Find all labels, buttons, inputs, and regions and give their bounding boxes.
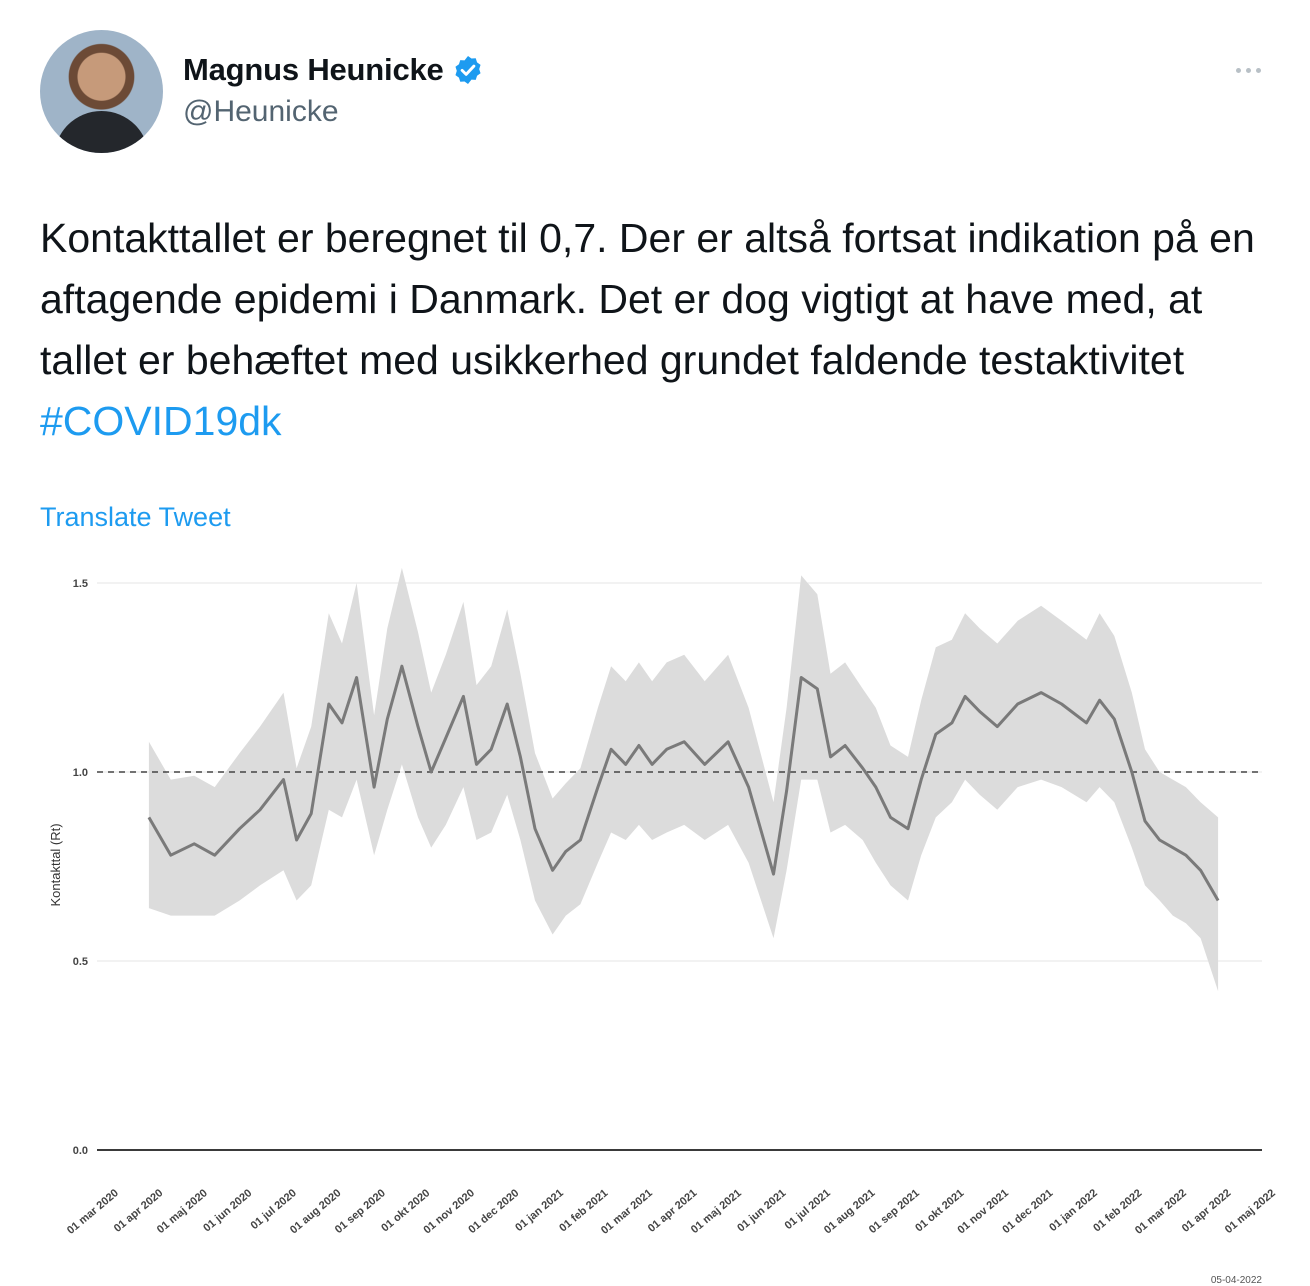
rt-series-line [147,664,1220,902]
translate-tweet-link[interactable]: Translate Tweet [40,502,231,532]
y-tick-label: 1.0 [73,767,88,779]
author-handle[interactable]: @Heunicke [183,95,339,128]
x-tick-label: 01 jun 2021 [735,1187,788,1234]
author-display-name[interactable]: Magnus Heunicke [183,52,444,87]
rt-chart: 0.0 0.5 1.0 1.5 Kontakttal (Rt) 01 mar 2020 01… [48,567,1278,1286]
y-tick-label: 0.5 [73,956,88,968]
y-tick-label: 0.0 [73,1145,88,1157]
confidence-band [148,567,1219,992]
y-axis-label: Kontakttal (Rt) [48,823,63,906]
x-tick-label: 01 mar 2020 [65,1187,121,1237]
y-tick-label: 1.5 [73,578,88,590]
author-name-row: Magnus Heunicke [183,52,484,88]
verified-badge-icon [452,54,484,86]
more-options-icon[interactable] [1236,60,1270,80]
avatar-shirt [54,111,149,153]
x-tick-label: 01 jun 2020 [201,1187,254,1234]
hashtag-link[interactable]: #COVID19dk [40,398,282,444]
avatar[interactable] [40,30,163,153]
footnote-date: 05-04-2022 [1211,1275,1263,1286]
tweet-body: Kontakttallet er beregnet til 0,7. Der e… [40,215,1255,383]
tweet-text: Kontakttallet er beregnet til 0,7. Der e… [40,208,1275,452]
